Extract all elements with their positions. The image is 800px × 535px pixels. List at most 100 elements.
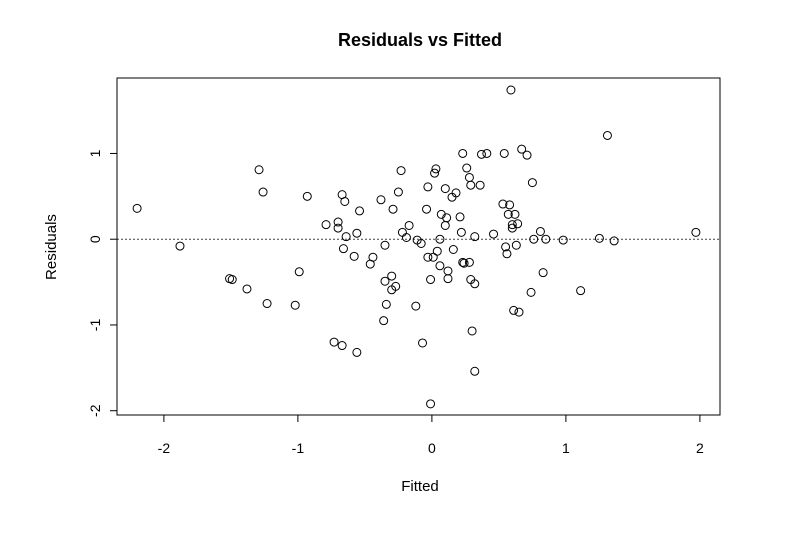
data-point (522, 150, 532, 160)
data-point (510, 209, 520, 219)
data-point (482, 148, 492, 158)
x-tick-label: 1 (562, 440, 570, 456)
data-point (321, 220, 331, 230)
data-point (294, 267, 304, 277)
y-tick-label: 0 (87, 235, 103, 243)
data-point (459, 258, 469, 268)
data-point (448, 245, 458, 255)
data-point (404, 220, 414, 230)
data-point (423, 252, 433, 262)
y-tick-label: 1 (87, 149, 103, 157)
data-points (132, 85, 701, 409)
data-point (254, 165, 264, 175)
data-point (387, 271, 397, 281)
data-point (470, 366, 480, 376)
data-point (380, 276, 390, 286)
data-point (476, 149, 486, 159)
data-point (379, 316, 389, 326)
data-point (507, 220, 517, 230)
data-point (451, 188, 461, 198)
data-point (430, 168, 440, 178)
data-point (381, 299, 391, 309)
data-point (505, 200, 515, 210)
data-point (443, 266, 453, 276)
data-point (132, 203, 142, 213)
data-point (435, 261, 445, 271)
data-point (333, 223, 343, 233)
data-point (242, 284, 252, 294)
y-tick-label: -2 (87, 404, 103, 417)
data-point (470, 279, 480, 289)
data-point (333, 217, 343, 227)
data-point (509, 305, 519, 315)
data-point (440, 184, 450, 194)
data-point (456, 227, 466, 237)
data-point (526, 287, 536, 297)
data-point (355, 206, 365, 216)
data-point (352, 347, 362, 357)
data-point (340, 196, 350, 206)
data-point (535, 226, 545, 236)
x-axis: -2 -1 0 1 2 (158, 414, 704, 456)
x-tick-label: 0 (428, 440, 436, 456)
data-point (175, 241, 185, 251)
data-point (397, 227, 407, 237)
y-tick-label: -1 (87, 319, 103, 332)
y-axis: -2 -1 0 1 (87, 149, 118, 417)
data-point (428, 252, 438, 262)
data-point (337, 341, 347, 351)
data-point (431, 164, 441, 174)
x-tick-label: 2 (696, 440, 704, 456)
data-point (376, 195, 386, 205)
x-tick-label: -2 (158, 440, 171, 456)
data-point (609, 236, 619, 246)
data-point (514, 307, 524, 317)
data-point (349, 251, 359, 261)
data-point (440, 220, 450, 230)
data-point (541, 234, 551, 244)
data-point (602, 130, 612, 140)
data-point (475, 180, 485, 190)
data-point (489, 229, 499, 239)
data-point (558, 235, 568, 245)
data-point (290, 300, 300, 310)
data-point (416, 238, 426, 248)
data-point (422, 204, 432, 214)
data-point (391, 281, 401, 291)
data-point (393, 187, 403, 197)
data-point (501, 242, 511, 252)
data-point (466, 180, 476, 190)
data-point (442, 213, 452, 223)
data-point (503, 209, 513, 219)
data-point (418, 338, 428, 348)
data-point (538, 268, 548, 278)
data-point (426, 275, 436, 285)
data-point (432, 246, 442, 256)
data-point (368, 252, 378, 262)
data-point (506, 85, 516, 95)
data-point (458, 148, 468, 158)
data-point (467, 326, 477, 336)
data-point (513, 219, 523, 229)
data-point (594, 233, 604, 243)
data-point (338, 244, 348, 254)
data-point (464, 257, 474, 267)
data-point (502, 249, 512, 259)
data-point (443, 274, 453, 284)
data-point (435, 234, 445, 244)
data-point (388, 204, 398, 214)
data-point (352, 228, 362, 238)
data-point (464, 172, 474, 182)
data-point (411, 301, 421, 311)
data-point (258, 187, 268, 197)
data-point (498, 199, 508, 209)
data-point (302, 191, 312, 201)
data-point (499, 148, 509, 158)
data-point (426, 399, 436, 409)
data-point (423, 182, 433, 192)
data-point (458, 257, 468, 267)
data-point (517, 144, 527, 154)
data-point (529, 234, 539, 244)
data-point (262, 299, 272, 309)
